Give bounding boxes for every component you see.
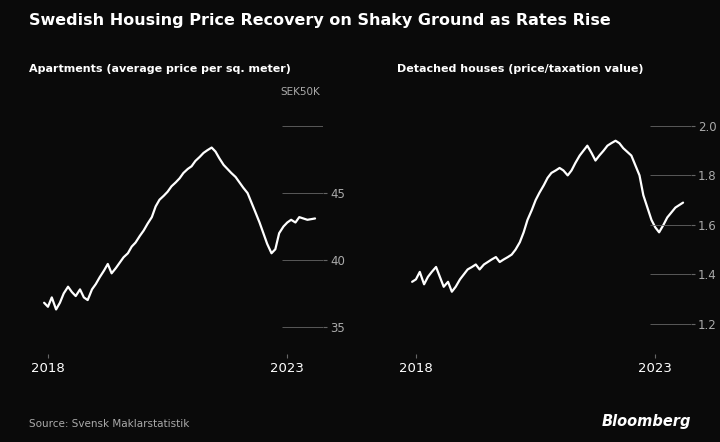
Text: Swedish Housing Price Recovery on Shaky Ground as Rates Rise: Swedish Housing Price Recovery on Shaky … <box>29 13 611 28</box>
Text: Source: Svensk Maklarstatistik: Source: Svensk Maklarstatistik <box>29 419 189 429</box>
Text: Apartments (average price per sq. meter): Apartments (average price per sq. meter) <box>29 64 291 74</box>
Text: SEK50K: SEK50K <box>281 88 320 97</box>
Text: Bloomberg: Bloomberg <box>602 414 691 429</box>
Text: Detached houses (price/taxation value): Detached houses (price/taxation value) <box>397 64 643 74</box>
